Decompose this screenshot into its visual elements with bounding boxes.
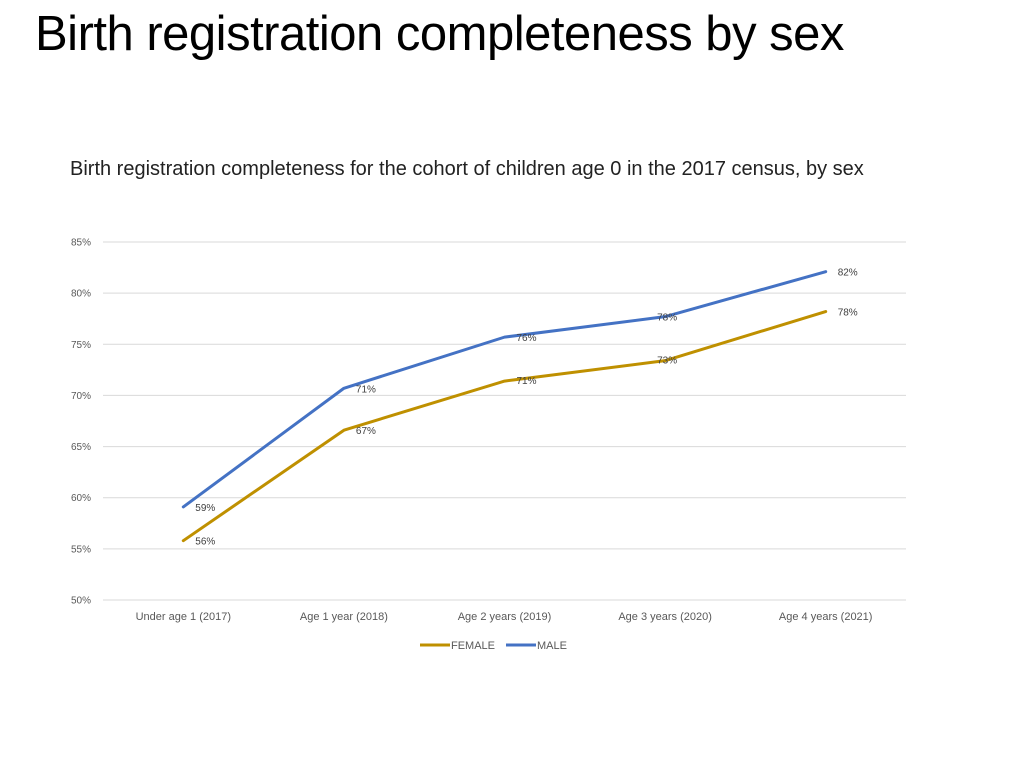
data-label: 78% bbox=[657, 313, 677, 324]
legend-label: MALE bbox=[537, 640, 567, 652]
y-tick-label: 80% bbox=[71, 289, 91, 300]
data-label: 67% bbox=[356, 426, 376, 437]
y-tick-label: 65% bbox=[71, 442, 91, 453]
data-label: 56% bbox=[195, 537, 215, 548]
y-tick-label: 60% bbox=[71, 493, 91, 504]
chart-title: Birth registration completeness for the … bbox=[70, 158, 864, 180]
data-label: 78% bbox=[838, 308, 858, 319]
series-line-female bbox=[181, 310, 828, 543]
data-label: 71% bbox=[517, 376, 537, 387]
y-tick-label: 75% bbox=[71, 340, 91, 351]
x-tick-label: Age 1 year (2018) bbox=[300, 611, 388, 623]
data-label: 71% bbox=[356, 384, 376, 395]
data-label: 73% bbox=[657, 356, 677, 367]
x-tick-label: Age 4 years (2021) bbox=[779, 611, 873, 623]
x-tick-label: Age 3 years (2020) bbox=[618, 611, 712, 623]
x-tick-label: Age 2 years (2019) bbox=[458, 611, 552, 623]
y-tick-label: 55% bbox=[71, 544, 91, 555]
y-tick-label: 70% bbox=[71, 391, 91, 402]
data-label: 82% bbox=[838, 268, 858, 279]
legend-label: FEMALE bbox=[451, 640, 495, 652]
y-tick-label: 50% bbox=[71, 596, 91, 607]
data-label: 59% bbox=[195, 503, 215, 514]
series-line-male bbox=[181, 270, 828, 509]
x-tick-label: Under age 1 (2017) bbox=[136, 611, 231, 623]
slide-title: Birth registration completeness by sex bbox=[35, 7, 844, 61]
data-label: 76% bbox=[517, 333, 537, 344]
y-tick-label: 85% bbox=[71, 238, 91, 249]
